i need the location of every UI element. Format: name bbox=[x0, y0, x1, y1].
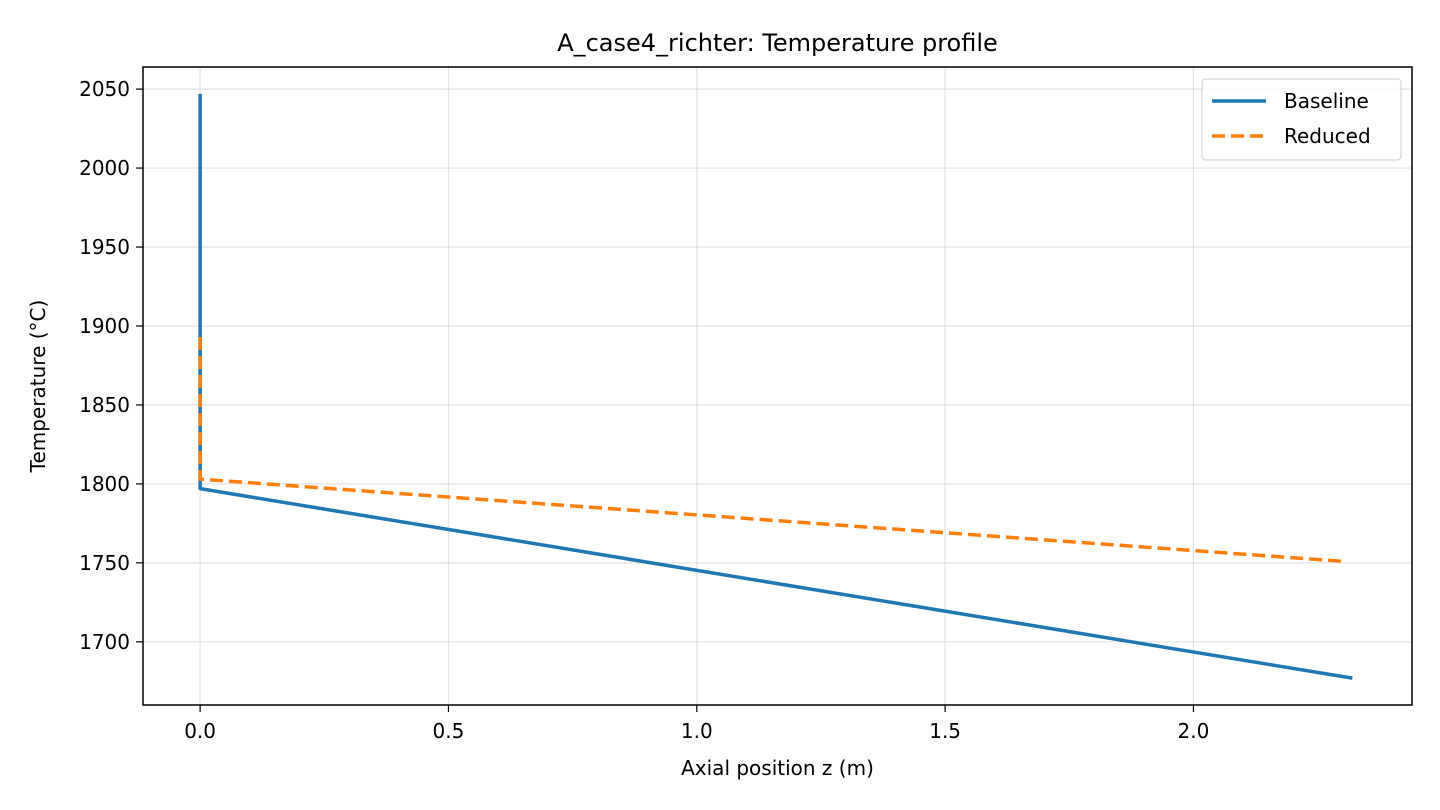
series-line-baseline bbox=[198, 93, 1353, 680]
y-tick-label: 1800 bbox=[79, 472, 130, 496]
x-tick-label: 0.0 bbox=[184, 719, 216, 743]
y-tick-label: 1950 bbox=[79, 235, 130, 259]
grid bbox=[143, 67, 1412, 705]
series-lines bbox=[198, 93, 1353, 680]
x-tick-label: 0.5 bbox=[433, 719, 465, 743]
plot-frame bbox=[142, 66, 1413, 706]
x-tick-label: 1.0 bbox=[681, 719, 713, 743]
x-tick-label: 2.0 bbox=[1178, 719, 1210, 743]
y-tick-label: 1750 bbox=[79, 551, 130, 575]
y-tick-label: 1850 bbox=[79, 393, 130, 417]
y-tick-label: 2050 bbox=[79, 77, 130, 101]
legend-label-baseline: Baseline bbox=[1284, 89, 1369, 113]
series-line-reduced bbox=[198, 337, 1343, 564]
y-tick-label: 1900 bbox=[79, 314, 130, 338]
legend-label-reduced: Reduced bbox=[1284, 124, 1371, 148]
y-axis-label: Temperature (°C) bbox=[26, 300, 50, 474]
axis-ticks: 0.0 0.5 1.0 1.5 2.0 1700 1750 1800 1850 1900 1950 2… bbox=[79, 77, 1209, 743]
y-tick-label: 2000 bbox=[79, 156, 130, 180]
x-axis-label: Axial position z (m) bbox=[681, 756, 874, 780]
x-tick-label: 1.5 bbox=[929, 719, 961, 743]
legend: Baseline Reduced bbox=[1201, 78, 1402, 161]
chart-title: A_case4_richter: Temperature profile bbox=[557, 29, 998, 57]
y-tick-label: 1700 bbox=[79, 630, 130, 654]
